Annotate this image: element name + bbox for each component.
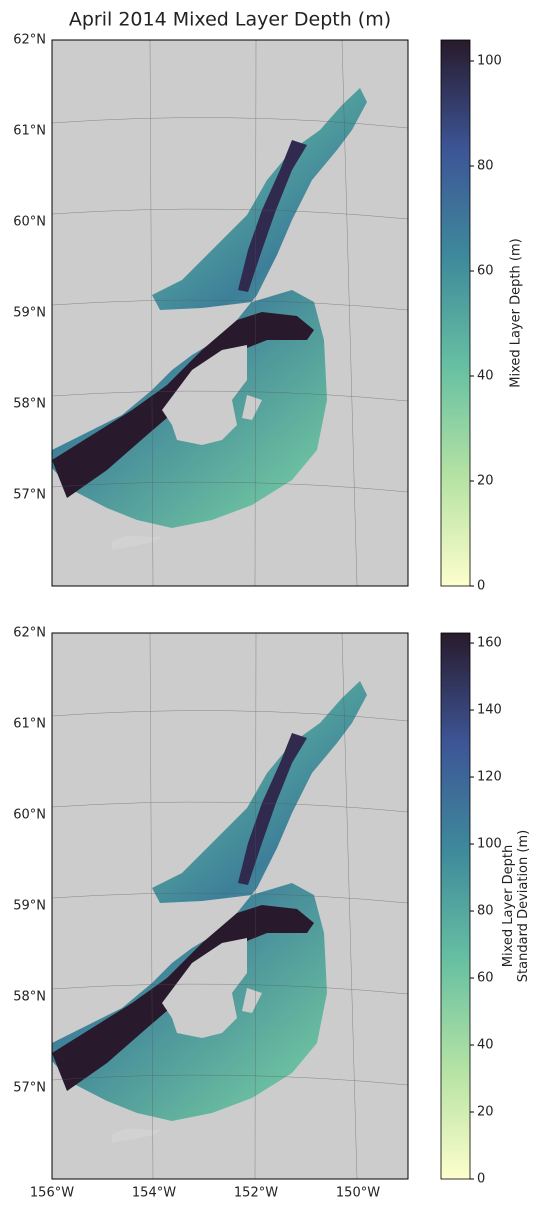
colorbar-label: Mixed Layer Depth (501, 845, 516, 967)
colorbar-tick-label: 100 (477, 837, 502, 852)
lat-label: 59°N (13, 306, 46, 321)
colorbar (440, 632, 471, 1180)
colorbar-tick-label: 20 (477, 1105, 494, 1120)
colorbar-tick-label: 80 (477, 159, 494, 174)
map-panel (46, 27, 408, 586)
lat-label: 62°N (13, 33, 46, 48)
lat-label: 59°N (13, 899, 46, 914)
map-panel (46, 620, 408, 1179)
lat-label: 58°N (13, 990, 46, 1005)
colorbar-tick-label: 20 (477, 474, 494, 489)
lat-label: 58°N (13, 397, 46, 412)
lon-label: 154°W (132, 1186, 176, 1201)
lat-label: 61°N (13, 124, 46, 139)
colorbar-tick-label: 140 (477, 703, 502, 718)
colorbar-tick-label: 120 (477, 770, 502, 785)
lat-label: 60°N (13, 215, 46, 230)
lon-label: 150°W (336, 1186, 380, 1201)
colorbar-tick-label: 100 (477, 54, 502, 69)
colorbar (440, 39, 471, 587)
lat-label: 62°N (13, 626, 46, 641)
lat-label: 61°N (13, 717, 46, 732)
lat-label: 60°N (13, 808, 46, 823)
colorbar-label: Standard Deviation (m) (516, 830, 531, 982)
lat-label: 57°N (13, 1081, 46, 1096)
colorbar-tick-label: 40 (477, 1038, 494, 1053)
colorbar-tick-label: 80 (477, 904, 494, 919)
colorbar-tick-label: 60 (477, 264, 494, 279)
colorbar-tick-label: 60 (477, 971, 494, 986)
lon-label: 156°W (30, 1186, 74, 1201)
colorbar-tick-label: 0 (477, 579, 485, 594)
colorbar-tick-label: 160 (477, 636, 502, 651)
lon-label: 152°W (234, 1186, 278, 1201)
chart-title: April 2014 Mixed Layer Depth (m) (69, 9, 391, 31)
lat-label: 57°N (13, 488, 46, 503)
colorbar-tick-label: 40 (477, 369, 494, 384)
colorbar-tick-label: 0 (477, 1172, 485, 1187)
colorbar-label: Mixed Layer Depth (m) (509, 238, 524, 387)
